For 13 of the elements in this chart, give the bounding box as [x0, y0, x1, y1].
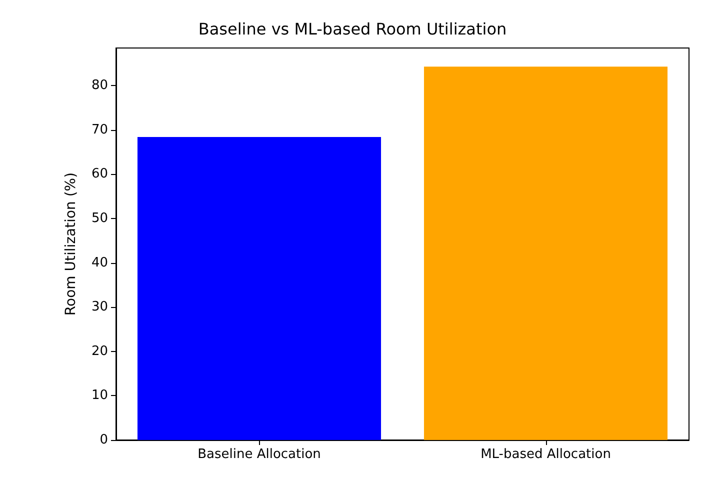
- y-tick-label: 30: [91, 300, 108, 315]
- y-tick-label: 20: [91, 344, 108, 359]
- y-tick-label: 60: [91, 166, 108, 182]
- y-tick-label: 40: [91, 255, 108, 270]
- x-tick-label: ML-based Allocation: [480, 447, 611, 462]
- chart-title: Baseline vs ML-based Room Utilization: [198, 20, 507, 38]
- y-axis-title: Room Utilization (%): [63, 172, 79, 316]
- y-tick-label: 80: [91, 78, 108, 94]
- y-tick-label: 0: [100, 432, 108, 448]
- x-tick-label: Baseline Allocation: [198, 447, 321, 462]
- y-tick-label: 70: [91, 122, 108, 138]
- y-tick-label: 50: [91, 211, 108, 226]
- y-tick-label: 10: [91, 388, 108, 404]
